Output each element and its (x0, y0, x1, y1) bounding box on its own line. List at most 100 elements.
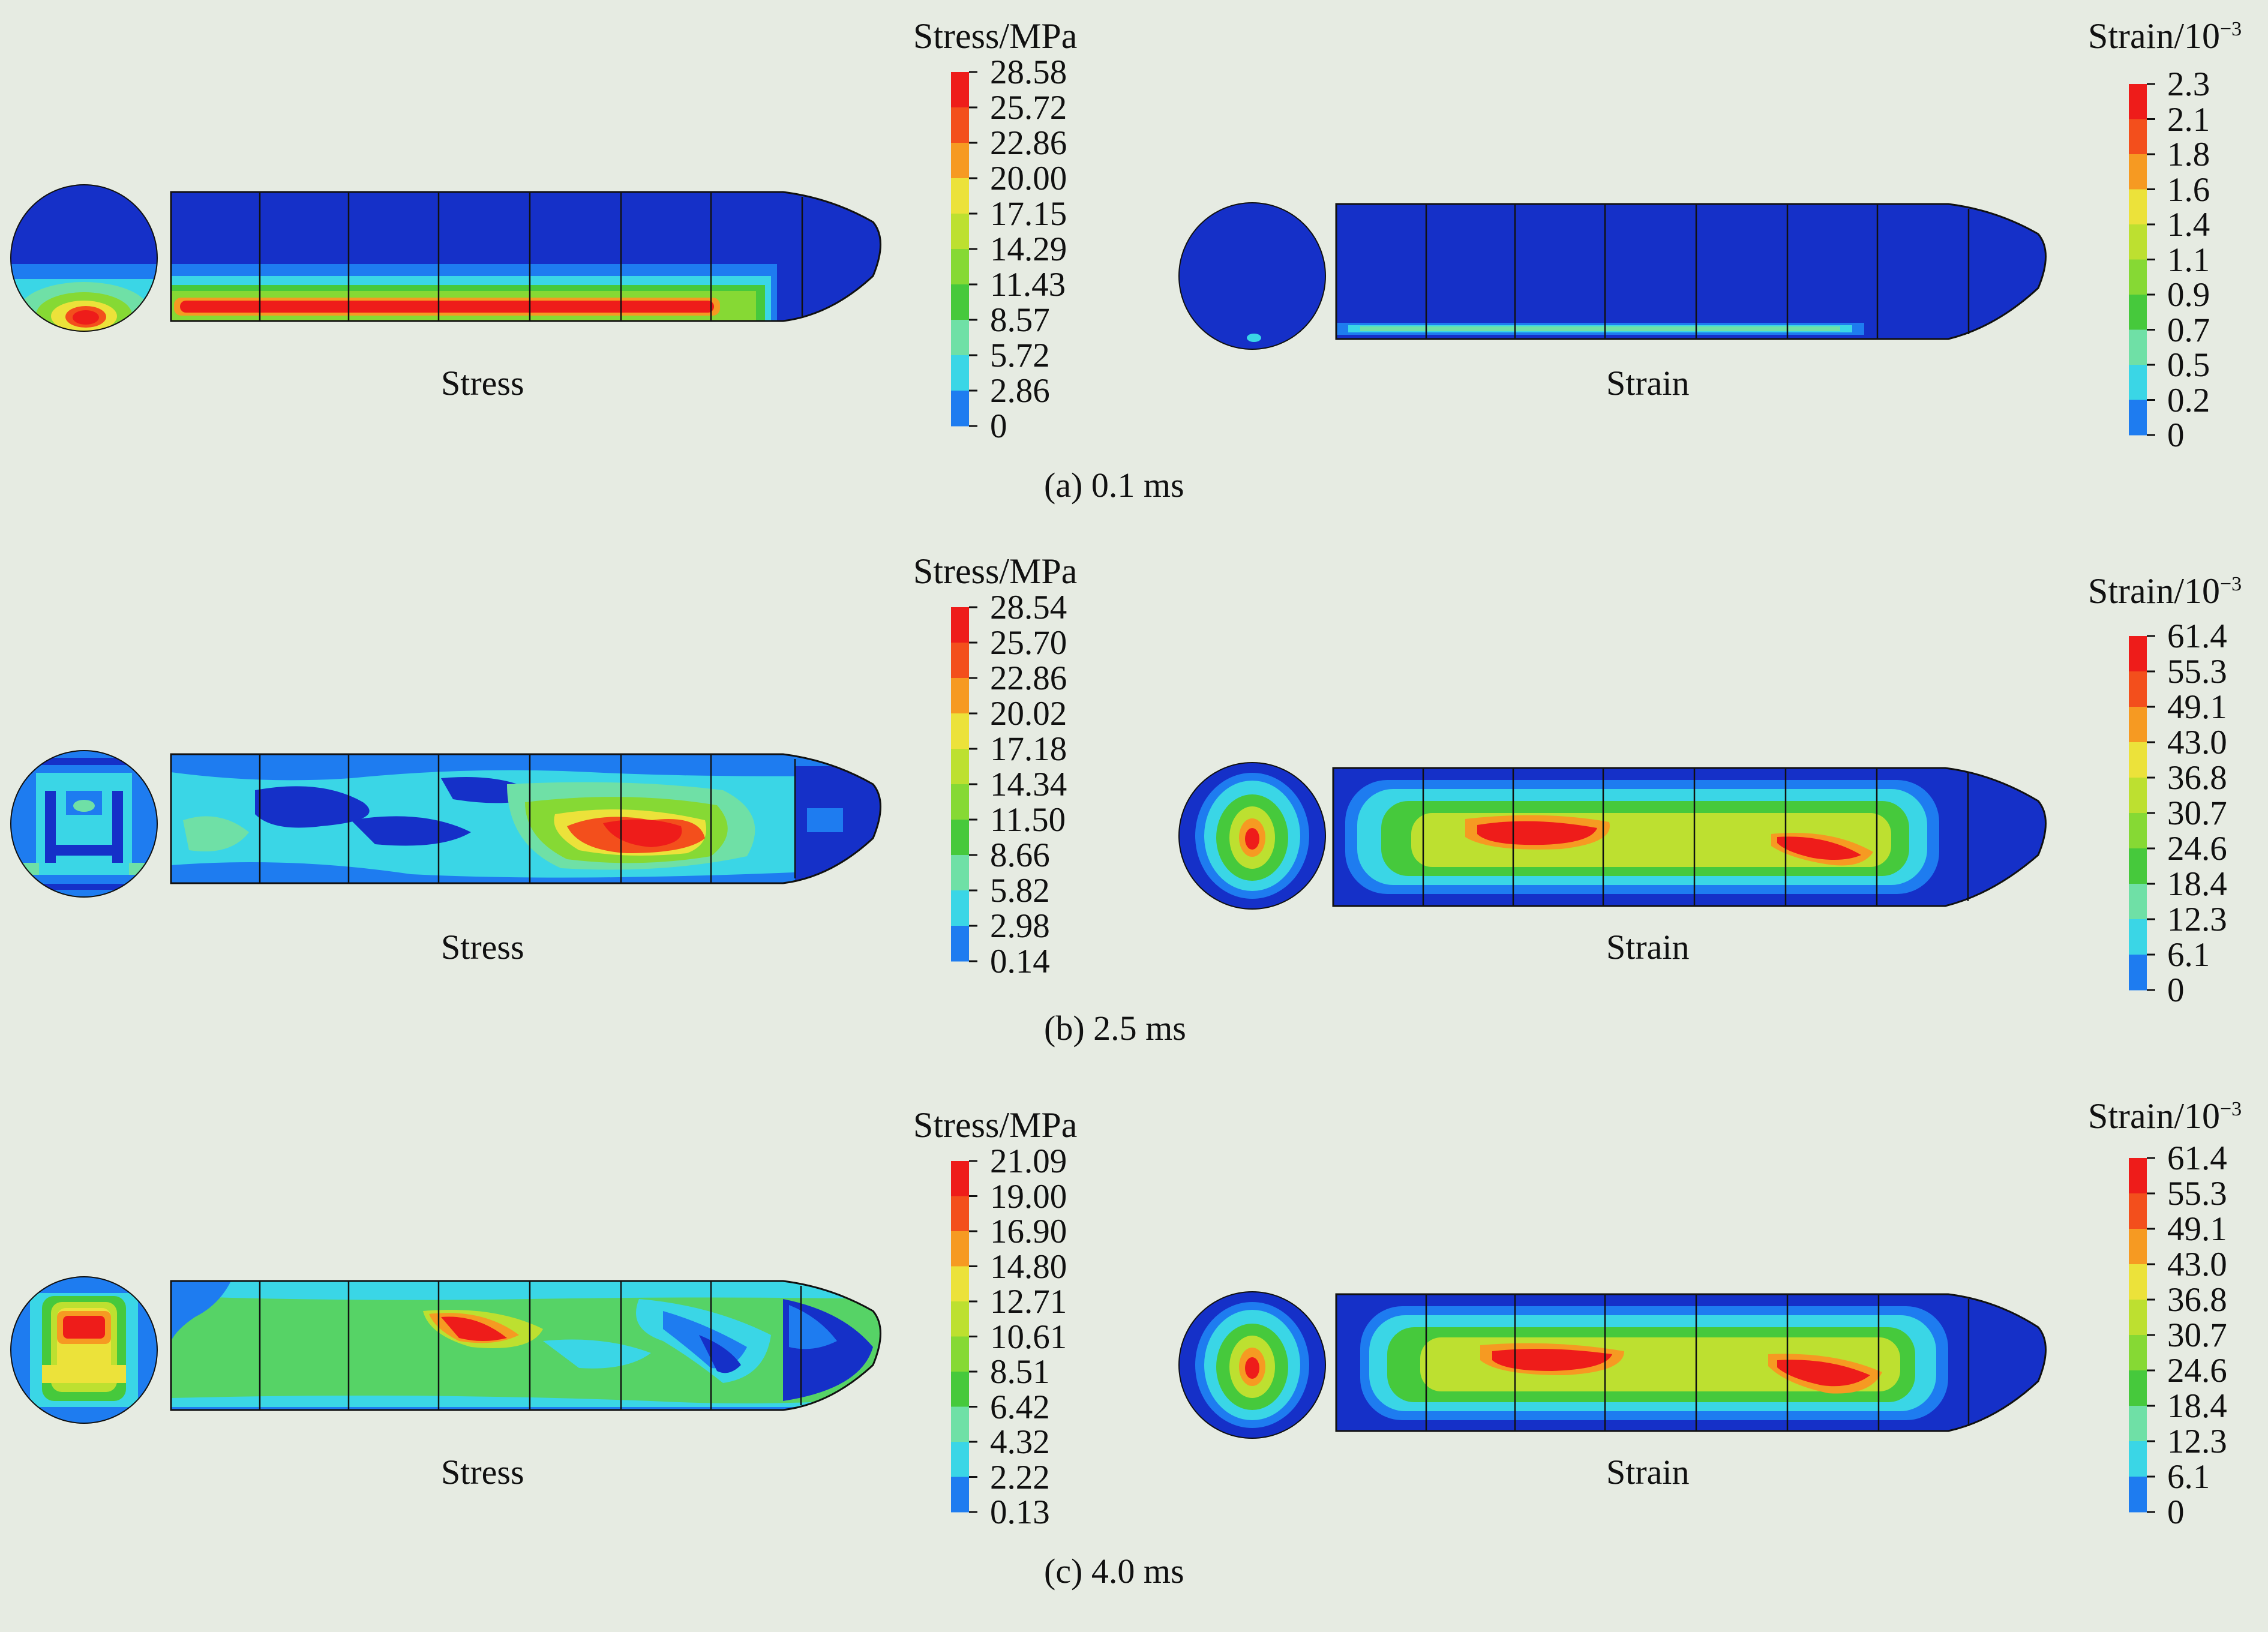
colorbar-tick-label: 0.2 (2167, 381, 2210, 419)
colorbar-tick-label: 12.3 (2167, 1423, 2227, 1460)
colorbar-band (951, 355, 969, 391)
colorbar-band (951, 1231, 969, 1267)
colorbar-band (951, 890, 969, 926)
stress-legend-title: Stress/MPa (913, 1105, 1078, 1145)
colorbar-band (951, 107, 969, 143)
colorbar-tick-label: 55.3 (2167, 1175, 2227, 1213)
colorbar-tick-label: 21.09 (990, 1142, 1067, 1180)
colorbar-tick-label: 0 (2167, 1493, 2185, 1531)
strain-colorbar (2129, 83, 2155, 436)
colorbar-band (951, 178, 969, 214)
strain-cross-section (1178, 762, 1326, 910)
colorbar-band (951, 214, 969, 250)
stress-colorbar (951, 1160, 977, 1513)
colorbar-tick-label: 0 (990, 407, 1007, 445)
colorbar-band (2129, 919, 2147, 955)
stress-label: Stress (441, 364, 524, 403)
panel-b: Stress Stress/MPa 28.54 25.70 22.86 20.02 17… (0, 540, 2268, 1080)
colorbar-tick-label: 2.98 (990, 907, 1050, 945)
colorbar-tick-label: 25.72 (990, 89, 1067, 127)
colorbar-band (951, 678, 969, 714)
colorbar-band (951, 1406, 969, 1442)
colorbar-band (951, 820, 969, 856)
colorbar-tick-label: 43.0 (2167, 724, 2227, 761)
colorbar-band (951, 1196, 969, 1232)
colorbar-tick-label: 20.02 (990, 695, 1067, 733)
colorbar-band (951, 713, 969, 749)
colorbar-tick-label: 18.4 (2167, 1387, 2227, 1425)
colorbar-tick-label: 2.22 (990, 1458, 1050, 1496)
colorbar-tick-label: 1.4 (2167, 206, 2210, 244)
colorbar-tick-label: 24.6 (2167, 1352, 2227, 1390)
colorbar-band (951, 1442, 969, 1477)
strain-legend-title: Strain/10−3 (2088, 571, 2242, 611)
colorbar-tick-label: 16.90 (990, 1213, 1067, 1250)
colorbar-band (951, 72, 969, 108)
colorbar-tick-label: 28.58 (990, 53, 1067, 91)
strain-legend-title: Strain/10−3 (2088, 1096, 2242, 1136)
colorbar-tick-label: 12.3 (2167, 901, 2227, 938)
colorbar-tick-label: 30.7 (2167, 794, 2227, 832)
colorbar-tick-label: 25.70 (990, 624, 1067, 662)
colorbar-band (951, 284, 969, 320)
colorbar-tick-label: 49.1 (2167, 688, 2227, 726)
colorbar-band (2129, 1441, 2147, 1477)
stress-legend-title: Stress/MPa (913, 551, 1078, 591)
colorbar-tick-label: 2.3 (2167, 65, 2210, 103)
colorbar-tick-label: 36.8 (2167, 759, 2227, 797)
colorbar-band (2129, 329, 2147, 365)
colorbar-tick-label: 14.80 (990, 1247, 1067, 1286)
colorbar-band (2129, 400, 2147, 436)
colorbar-band (951, 926, 969, 962)
colorbar-tick-label: 1.8 (2167, 136, 2210, 173)
colorbar-tick-label: 6.1 (2167, 1458, 2210, 1496)
panel-c: Stress Stress/MPa 21.09 19.00 16.90 14.80 12… (0, 1092, 2268, 1632)
colorbar-band (951, 607, 969, 643)
colorbar-tick-label: 11.50 (990, 801, 1066, 839)
colorbar-tick-label: 8.66 (990, 836, 1050, 874)
colorbar-tick-label: 14.29 (990, 230, 1067, 268)
colorbar-band (951, 1301, 969, 1337)
colorbar-tick-label: 1.6 (2167, 170, 2210, 209)
colorbar-tick-label: 12.71 (990, 1283, 1067, 1321)
colorbar-band (2129, 1335, 2147, 1371)
colorbar-tick-label: 4.32 (990, 1423, 1050, 1461)
colorbar-tick-label: 6.1 (2167, 936, 2210, 974)
colorbar-tick-label: 5.82 (990, 872, 1050, 910)
colorbar-band (2129, 884, 2147, 920)
colorbar-band (2129, 1193, 2147, 1229)
stress-cross-section (10, 1276, 158, 1424)
colorbar-tick-label: 36.8 (2167, 1281, 2227, 1319)
colorbar-tick-label: 0.7 (2167, 311, 2210, 349)
colorbar-tick-label: 0.5 (2167, 346, 2210, 384)
stress-longitudinal-section (170, 1280, 881, 1411)
stress-longitudinal-section (170, 191, 881, 322)
colorbar-band (951, 320, 969, 356)
colorbar-tick-label: 0 (2167, 416, 2185, 454)
colorbar-band (2129, 636, 2147, 672)
colorbar-tick-label: 61.4 (2167, 1139, 2227, 1177)
strain-cross-section (1178, 202, 1326, 350)
colorbar-tick-label: 6.42 (990, 1388, 1050, 1426)
colorbar-band (2129, 742, 2147, 778)
colorbar-band (2129, 778, 2147, 814)
colorbar-tick-label: 8.51 (990, 1353, 1050, 1391)
colorbar-band (2129, 813, 2147, 849)
stress-colorbar (951, 71, 977, 427)
colorbar-tick-label: 20.00 (990, 160, 1067, 197)
strain-legend-title: Strain/10−3 (2088, 16, 2242, 56)
colorbar-band (2129, 154, 2147, 190)
colorbar-band (2129, 1300, 2147, 1336)
colorbar-tick-label: 22.86 (990, 659, 1067, 697)
colorbar-tick-label: 17.15 (990, 195, 1067, 233)
colorbar-band (2129, 1406, 2147, 1442)
colorbar-band (2129, 1370, 2147, 1406)
colorbar-band (2129, 1264, 2147, 1300)
caption: (c) 4.0 ms (1044, 1552, 1184, 1591)
colorbar-tick-label: 0.13 (990, 1493, 1050, 1531)
stress-cross-section (10, 750, 158, 898)
colorbar-band (951, 643, 969, 679)
colorbar-band (951, 749, 969, 785)
colorbar-band (951, 784, 969, 820)
colorbar-tick-label: 55.3 (2167, 653, 2227, 691)
